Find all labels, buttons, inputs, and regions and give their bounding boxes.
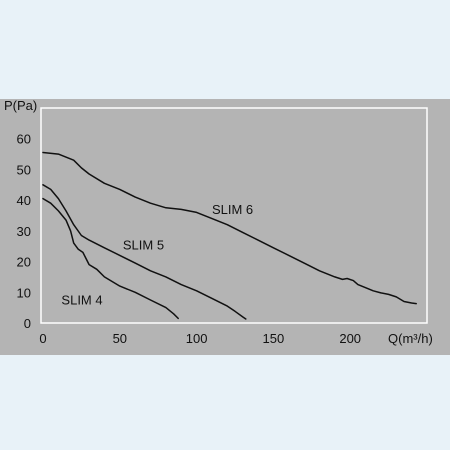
plot-background (0, 99, 450, 355)
y-tick-label-5: 50 (17, 162, 31, 177)
series-label-slim-4: SLIM 4 (61, 293, 102, 308)
series-line-slim-6 (42, 151, 417, 305)
series-label-slim-6: SLIM 6 (212, 202, 253, 217)
y-tick-label-3: 30 (17, 224, 31, 239)
y-tick-label-0: 0 (24, 316, 31, 331)
series-label-slim-5: SLIM 5 (123, 237, 164, 252)
x-tick-label-0: 0 (39, 331, 46, 346)
x-tick-label-3: 150 (263, 331, 285, 346)
series-line-slim-5 (42, 184, 247, 320)
series-line-slim-4 (42, 197, 179, 320)
x-axis-label: Q(m³/h) (388, 331, 433, 346)
plot-frame (40, 107, 428, 324)
series-curves (42, 151, 417, 320)
x-tick-label-4: 200 (339, 331, 361, 346)
x-tick-label-2: 100 (186, 331, 208, 346)
y-tick-label-1: 10 (17, 285, 31, 300)
x-axis-ticks: 0 50 100 150 200 (39, 331, 361, 346)
x-tick-label-1: 50 (113, 331, 127, 346)
series-labels: SLIM 4 SLIM 5 SLIM 6 (61, 202, 253, 308)
y-tick-label-4: 40 (17, 193, 31, 208)
y-tick-label-2: 20 (17, 255, 31, 270)
y-axis-label: P(Pa) (4, 98, 37, 113)
y-tick-label-6: 60 (17, 132, 31, 147)
y-axis-ticks: 0 10 20 30 40 50 60 (17, 132, 31, 331)
